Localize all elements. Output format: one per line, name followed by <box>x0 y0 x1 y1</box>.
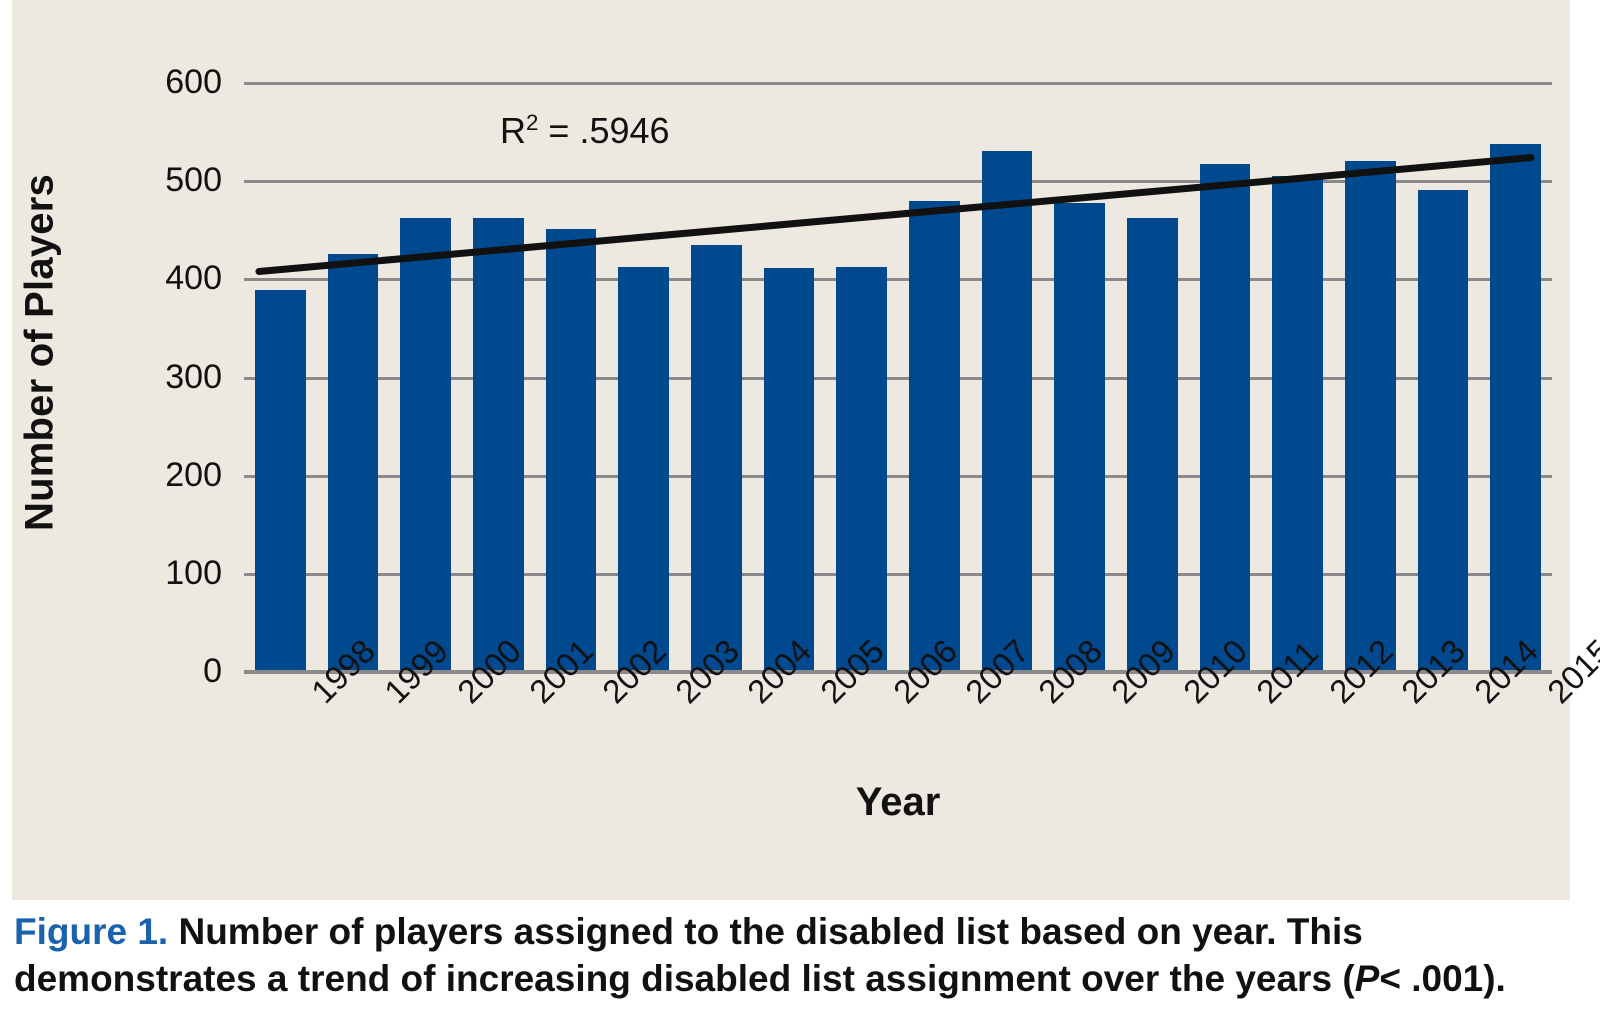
bar[interactable] <box>836 266 888 672</box>
x-axis-tick-label: 2012 <box>1322 632 1400 711</box>
gridline <box>244 572 1552 576</box>
bar[interactable] <box>472 217 524 672</box>
figure-caption-stat-symbol: P <box>1354 958 1380 1000</box>
bar[interactable] <box>545 229 597 672</box>
bars-layer <box>244 83 1552 672</box>
bar[interactable] <box>1126 217 1178 672</box>
x-axis-tick-label: 2015 <box>1539 632 1600 711</box>
y-axis-tick-label: 100 <box>165 553 222 592</box>
x-axis-tick-label: 2011 <box>1249 634 1325 711</box>
bar[interactable] <box>1054 202 1106 672</box>
bar[interactable] <box>1417 190 1469 672</box>
x-axis-tick-label: 2014 <box>1467 632 1545 711</box>
x-axis-tick-label: 2008 <box>1031 632 1109 711</box>
r-squared-suffix: = .5946 <box>538 110 670 151</box>
bar[interactable] <box>1344 160 1396 672</box>
x-axis-tick-label: 2001 <box>522 632 600 711</box>
x-axis-tick-label: 2000 <box>450 632 528 711</box>
bar[interactable] <box>1490 143 1542 672</box>
y-axis-tick-label: 600 <box>165 63 222 101</box>
y-axis-tick-labels: 0 100 200 300 400 500 600 <box>132 0 222 900</box>
x-axis-tick-label: 1998 <box>304 632 382 711</box>
y-axis-tick-label: 300 <box>165 357 222 396</box>
gridline <box>244 82 1552 85</box>
x-axis-tick-label: 2009 <box>1104 632 1182 711</box>
x-axis-line <box>244 670 1552 673</box>
x-axis-tick-label: 2010 <box>1176 632 1254 711</box>
bar[interactable] <box>1199 163 1251 672</box>
bar[interactable] <box>400 217 452 672</box>
plot-area <box>244 82 1552 674</box>
figure-caption: Figure 1. Number of players assigned to … <box>14 908 1574 1003</box>
bar[interactable] <box>981 150 1033 672</box>
gridline <box>244 278 1552 282</box>
gridline <box>244 474 1552 478</box>
bar[interactable] <box>1272 176 1324 672</box>
y-axis-tick-label: 200 <box>165 455 222 494</box>
y-axis-tick-label: 500 <box>165 161 222 200</box>
bar[interactable] <box>908 200 960 672</box>
y-axis-tick-label: 400 <box>165 259 222 298</box>
y-axis-title: Number of Players <box>17 174 62 531</box>
figure-panel: Number of Players 0 100 200 300 400 500 600 R2… <box>12 0 1600 900</box>
gridline <box>244 376 1552 380</box>
figure-caption-text: Number of players assigned to the disabl… <box>14 911 1363 1000</box>
bar[interactable] <box>618 266 670 672</box>
bar[interactable] <box>254 290 306 672</box>
x-axis-tick-label: 2006 <box>886 632 964 711</box>
x-axis-tick-label: 2013 <box>1394 632 1472 711</box>
r-squared-annotation: R2 = .5946 <box>500 110 670 152</box>
figure-caption-label: Figure 1. <box>14 911 169 952</box>
y-axis-tick-label: 0 <box>203 652 222 690</box>
r-squared-prefix: R <box>500 110 526 151</box>
x-axis-tick-label: 2005 <box>813 632 891 711</box>
bar[interactable] <box>763 267 815 672</box>
figure-caption-stat-value: < .001). <box>1379 958 1506 1000</box>
x-axis-tick-label: 2004 <box>740 632 818 711</box>
bar[interactable] <box>327 253 379 672</box>
x-axis-tick-labels: 1998199920002001200220032004200520062007… <box>244 632 1600 786</box>
x-axis-tick-label: 1999 <box>377 632 455 711</box>
x-axis-title: Year <box>855 780 941 824</box>
x-axis-tick-label: 2007 <box>958 632 1036 711</box>
x-axis-tick-label: 2002 <box>595 632 673 711</box>
bar[interactable] <box>690 244 742 672</box>
r-squared-superscript: 2 <box>526 110 539 135</box>
